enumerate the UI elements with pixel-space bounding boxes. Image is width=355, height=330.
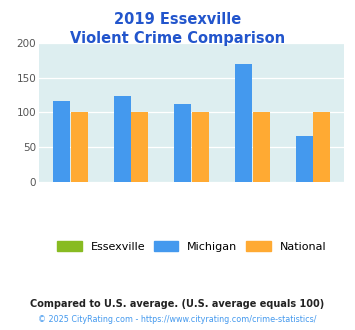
Legend: Essexville, Michigan, National: Essexville, Michigan, National (53, 236, 331, 256)
Bar (53, 101, 70, 182)
Bar (235, 64, 252, 182)
Bar (192, 112, 209, 182)
Text: Violent Crime Comparison: Violent Crime Comparison (70, 31, 285, 46)
Bar (71, 112, 88, 182)
Bar (131, 112, 148, 182)
Text: © 2025 CityRating.com - https://www.cityrating.com/crime-statistics/: © 2025 CityRating.com - https://www.city… (38, 315, 317, 324)
Bar (114, 96, 131, 182)
Bar (253, 112, 270, 182)
Text: Compared to U.S. average. (U.S. average equals 100): Compared to U.S. average. (U.S. average … (31, 299, 324, 309)
Text: 2019 Essexville: 2019 Essexville (114, 12, 241, 26)
Bar (174, 104, 191, 182)
Bar (296, 137, 313, 182)
Bar (313, 112, 331, 182)
